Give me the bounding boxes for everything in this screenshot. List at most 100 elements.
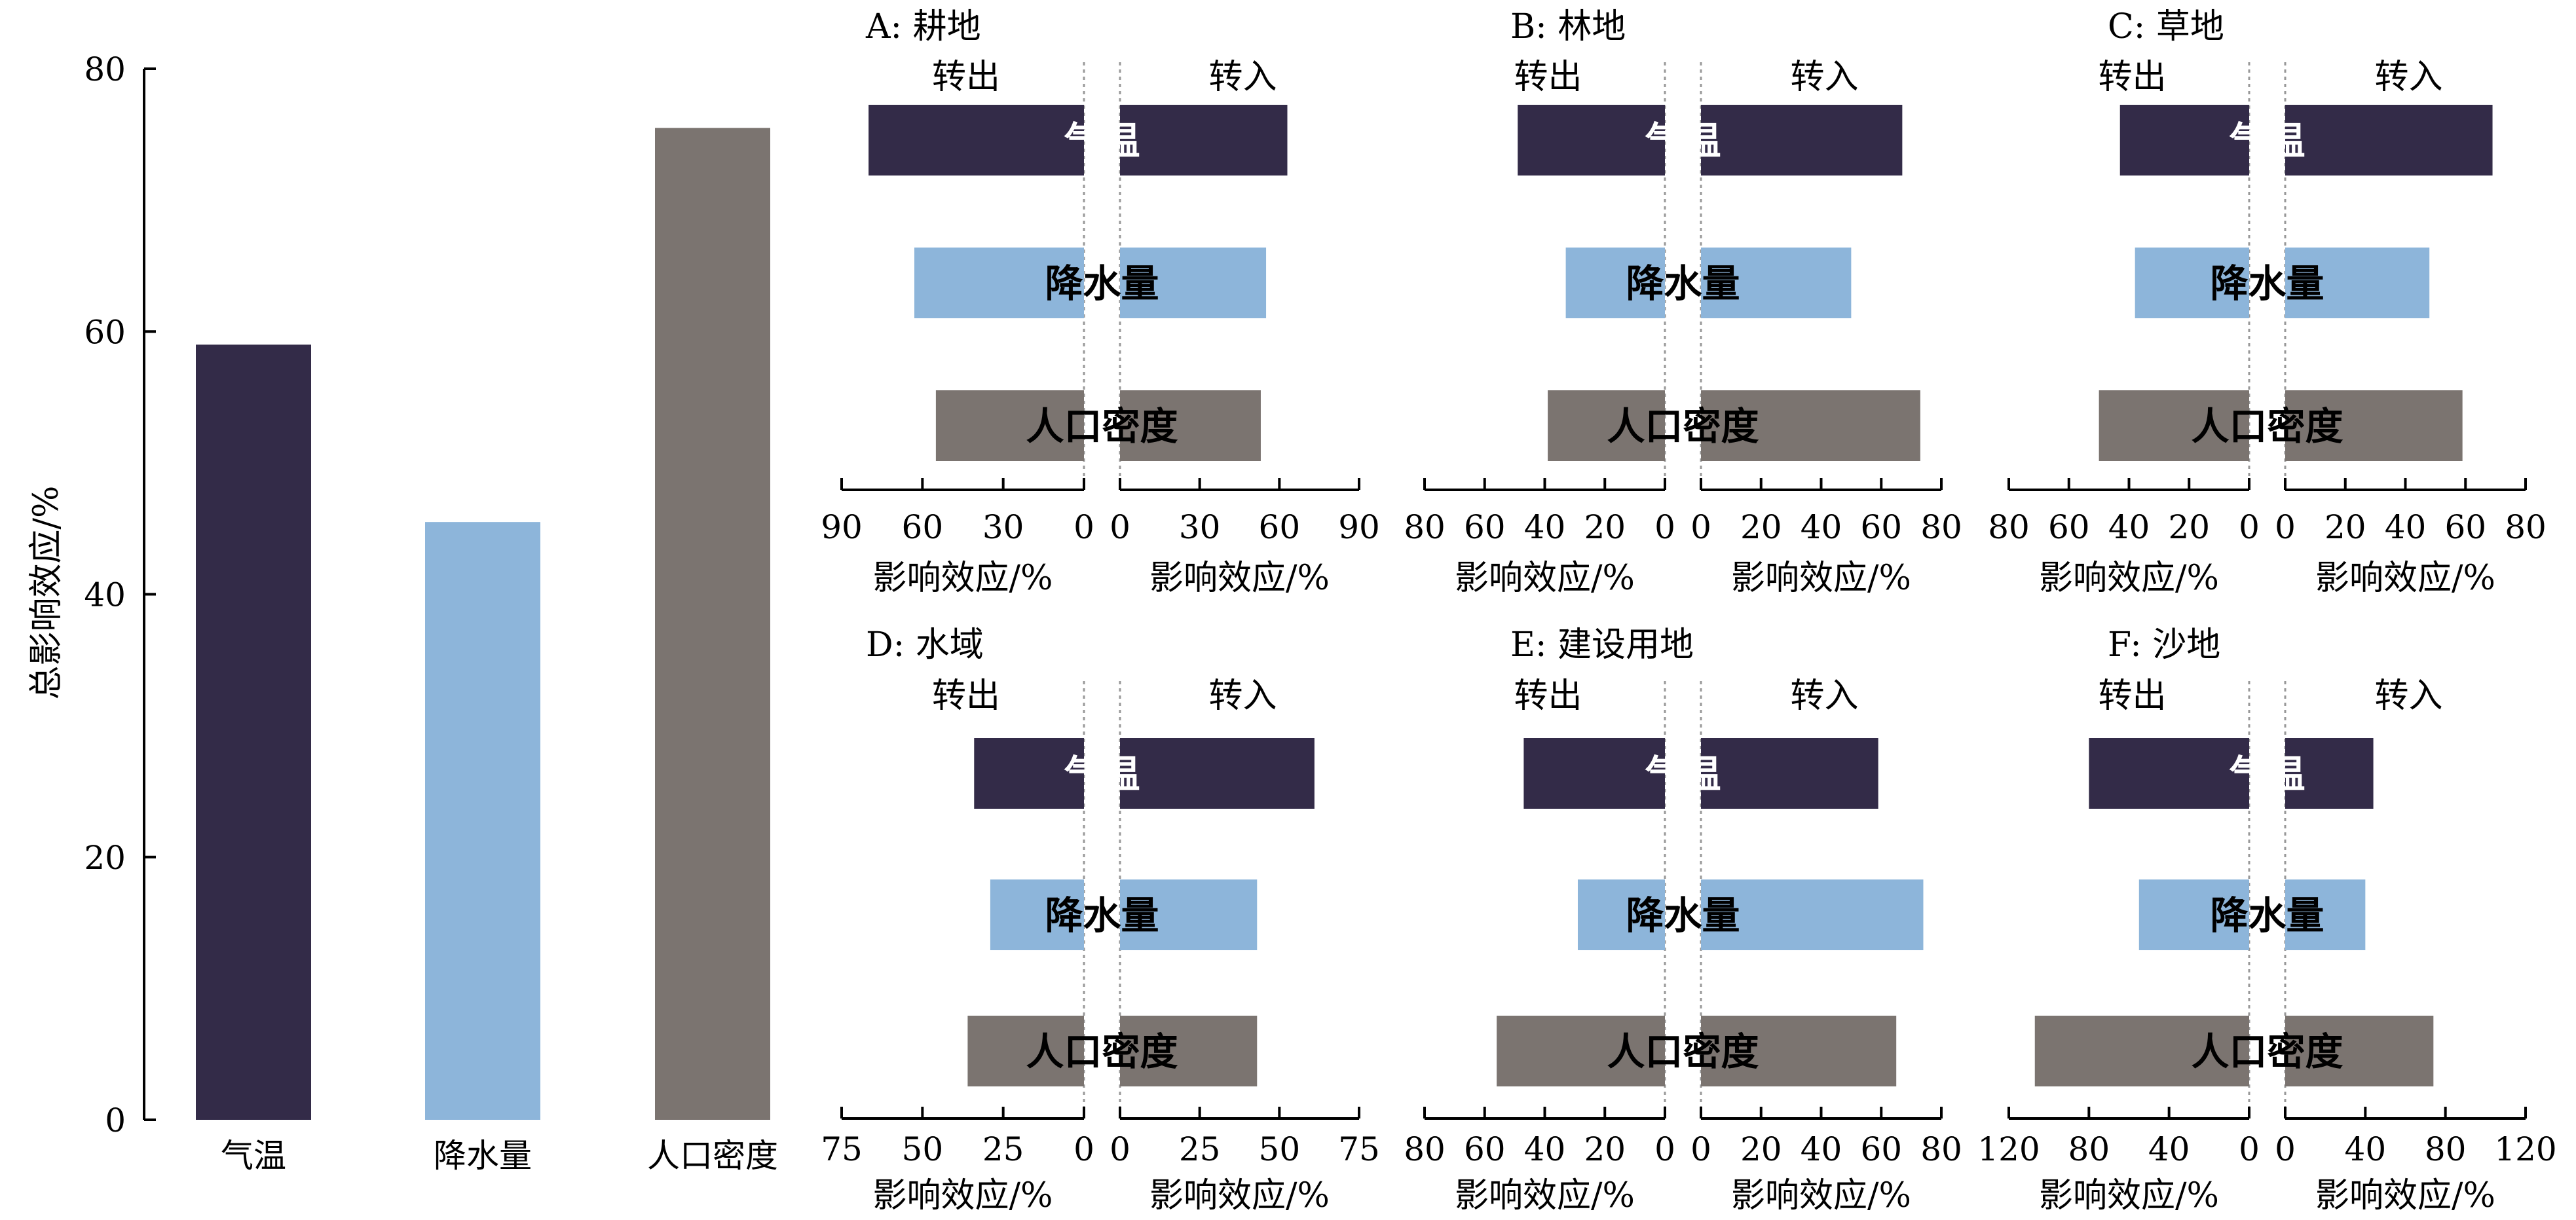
left-x-tick-label: 40 [2148,1130,2190,1168]
bar-category-label: 气温 [2229,119,2305,163]
inflow-bar [1120,248,1267,318]
inflow-label: 转入 [1790,58,1858,97]
bar-category-label: 气温 [1064,119,1140,163]
inflow-bar [2285,1016,2434,1086]
bar-category-label: 人口密度 [2191,404,2343,449]
left-x-tick-label: 120 [1977,1130,2040,1168]
total-effect-chart: 总影响效应/% 0 20 40 60 80 气温 降水量 人口密度 [27,50,778,1175]
inflow-label: 转入 [2374,58,2442,97]
right-x-axis-label: 影响效应/% [1731,559,1911,598]
right-x-tick-label: 40 [2385,508,2427,546]
outflow-bar [935,390,1084,461]
left-x-tick-label: 0 [2239,1130,2260,1168]
inflow-bar [1701,879,1924,950]
left-x-axis-label: 影响效应/% [873,1176,1053,1215]
left-x-tick-label: 80 [1404,508,1446,546]
right-x-tick-label: 80 [2505,508,2547,546]
right-x-tick-label: 0 [1690,508,1711,546]
outflow-bar [1497,1016,1665,1086]
bar-category-label: 人口密度 [1026,404,1178,449]
main-y-tick-label: 80 [84,50,126,88]
outflow-bar [868,105,1084,176]
inflow-bar [2285,879,2366,950]
outflow-bar [2034,1016,2249,1086]
right-x-tick-label: 60 [1259,508,1301,546]
outflow-bar [990,879,1084,950]
left-x-tick-label: 50 [902,1130,944,1168]
right-x-tick-label: 25 [1179,1130,1221,1168]
main-y-tick-label: 40 [84,576,126,614]
outflow-bar [2119,105,2249,176]
left-x-tick-label: 20 [1584,1130,1626,1168]
right-x-tick-label: 120 [2494,1130,2556,1168]
bar-category-label: 降水量 [1045,893,1159,938]
left-x-tick-label: 80 [2068,1130,2110,1168]
inflow-label: 转入 [1790,676,1858,716]
right-x-tick-label: 60 [2444,508,2486,546]
inflow-bar [1120,879,1258,950]
right-x-tick-label: 0 [1690,1130,1711,1168]
outflow-bar [2089,738,2249,809]
left-x-tick-label: 0 [2239,508,2260,546]
outflow-label: 转出 [1514,58,1582,97]
outflow-label: 转出 [2098,58,2166,97]
bar-category-label: 人口密度 [2191,1029,2343,1074]
bar-category-label: 人口密度 [1607,1029,1759,1074]
main-bar [655,128,770,1120]
outflow-bar [1565,248,1665,318]
main-x-tick-label: 人口密度 [647,1137,778,1175]
bar-category-label: 降水量 [1045,261,1159,306]
right-x-tick-label: 0 [2275,508,2296,546]
outflow-bar [1548,390,1665,461]
right-x-tick-label: 0 [1110,508,1130,546]
inflow-bar [2285,738,2374,809]
bar-category-label: 降水量 [1626,261,1740,306]
inflow-label: 转入 [2374,676,2442,716]
right-x-tick-label: 30 [1179,508,1221,546]
right-x-tick-label: 80 [1920,1130,1962,1168]
right-x-tick-label: 80 [1920,508,1962,546]
bar-category-label: 气温 [1645,119,1721,163]
left-x-axis-label: 影响效应/% [1455,559,1635,598]
outflow-bar [1577,879,1665,950]
main-bars [196,128,770,1120]
bar-category-label: 降水量 [2210,893,2324,938]
inflow-bar [2285,248,2430,318]
outflow-bar [2138,879,2249,950]
main-bar [196,344,311,1120]
main-x-tick-label: 降水量 [434,1137,532,1175]
left-x-axis-label: 影响效应/% [1455,1176,1635,1215]
main-bar [425,522,540,1120]
bar-category-label: 气温 [1064,752,1140,796]
inflow-bar [1120,390,1261,461]
inflow-bar [1701,390,1920,461]
left-x-tick-label: 30 [982,508,1024,546]
bar-category-label: 降水量 [2210,261,2324,306]
right-x-tick-label: 40 [1801,1130,1842,1168]
panel-title: C: 草地 [2108,7,2224,46]
main-y-tick-label: 60 [84,313,126,351]
outflow-bar [967,1016,1084,1086]
left-x-tick-label: 60 [902,508,944,546]
left-x-tick-label: 90 [821,508,863,546]
panel-title: B: 林地 [1510,7,1626,46]
main-y-tick-label: 0 [105,1101,126,1139]
outflow-bar [914,248,1084,318]
outflow-bar [1518,105,1665,176]
main-x-tick-labels: 气温 降水量 人口密度 [221,1137,778,1175]
panel-title: F: 沙地 [2108,625,2220,665]
right-x-axis-label: 影响效应/% [1149,1176,1330,1215]
right-x-tick-label: 50 [1259,1130,1301,1168]
left-x-tick-label: 60 [2048,508,2090,546]
main-y-tick-label: 20 [84,839,126,877]
left-x-tick-label: 25 [982,1130,1024,1168]
left-x-tick-label: 20 [2168,508,2210,546]
outflow-bar [1523,738,1665,809]
left-x-tick-label: 75 [821,1130,863,1168]
left-x-tick-label: 40 [1524,1130,1566,1168]
